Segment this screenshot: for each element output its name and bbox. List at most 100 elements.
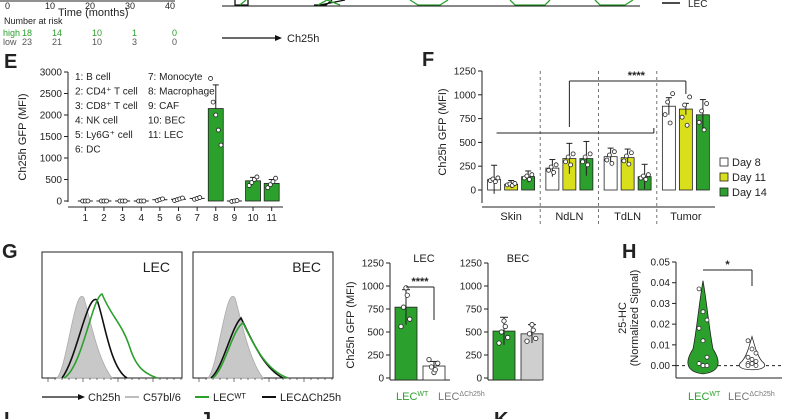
e-x-tick-label: 4: [138, 213, 144, 224]
g-data-point: [524, 338, 530, 344]
h-data-point: [704, 354, 710, 360]
e-x-tick-label: 11: [266, 213, 277, 224]
h-violin-wt: [687, 280, 719, 375]
g-bar-title: LEC: [413, 253, 434, 265]
g-bar-title: BEC: [507, 253, 530, 265]
f-data-point: [645, 172, 651, 178]
g-data-point: [529, 322, 535, 328]
e-data-point: [122, 198, 128, 204]
risk-row-value: 1: [132, 28, 137, 38]
f-data-point: [529, 172, 535, 178]
h-data-point: [696, 286, 702, 292]
g-data-point: [502, 323, 508, 330]
e-data-point: [273, 175, 278, 181]
f-y-tick-label: 1250: [454, 67, 477, 78]
f-significance: ****: [628, 70, 646, 82]
e-data-point: [249, 180, 255, 185]
e-data-point: [104, 198, 109, 204]
panel-label-j: J: [200, 409, 211, 419]
risk-row-value: 0: [172, 37, 177, 47]
g-data-point: [530, 327, 536, 333]
g-bar-y-tick-label: 500: [367, 328, 384, 339]
h-y-tick-label: 0.01: [651, 340, 671, 351]
f-data-point: [512, 181, 518, 186]
f-legend-swatch: [719, 187, 729, 197]
risk-axis-label: Time (months): [58, 7, 129, 19]
f-x-category: Skin: [500, 211, 521, 223]
g-hist-lec-wt: [63, 292, 158, 379]
g-bar-y-tick-label: 0: [476, 374, 482, 385]
e-legend-item: 5: Ly6G⁺ cell: [75, 130, 133, 141]
e-data-point: [213, 112, 219, 118]
h-y-tick-label: 0.03: [651, 299, 671, 310]
h-x-label-wt: LECWT: [688, 391, 721, 403]
top-hist-5: [594, 0, 634, 6]
g-legend-label: LECΔCh25h: [280, 392, 341, 404]
panel-g-histograms: LEC BEC Ch25h C57bl/6 LECᵂᵀ LECΔCh25h: [41, 251, 341, 404]
h-data-point: [700, 338, 706, 344]
h-y-tick-label: 0.04: [651, 278, 671, 289]
f-data-point: [495, 175, 501, 181]
risk-tick-2: 20: [85, 1, 95, 11]
f-legend-label: Day 8: [732, 157, 761, 169]
e-legend-item: 11: LEC: [148, 130, 183, 141]
h-data-point: [745, 363, 751, 368]
h-data-point: [704, 363, 710, 368]
e-data-point: [215, 127, 221, 133]
risk-table: 0 10 20 30 40 Time (months) Number at ri…: [0, 0, 177, 47]
e-x-tick-label: 8: [213, 213, 219, 224]
risk-tick-0: 0: [5, 1, 10, 11]
g-bar-y-tick-label: 1000: [362, 282, 385, 293]
g-bar-y-tick-label: 750: [465, 305, 482, 316]
panel-label-i: I: [4, 409, 10, 419]
risk-row-value: 3: [132, 37, 137, 47]
f-data-point: [701, 127, 707, 133]
e-data-point: [265, 185, 271, 191]
f-data-point: [684, 122, 690, 128]
f-data-point: [628, 150, 634, 156]
g-data-point: [426, 356, 432, 363]
f-data-point: [548, 164, 554, 170]
f-data-point: [551, 170, 557, 175]
top-hist-3: [409, 0, 449, 6]
h-data-point: [704, 317, 710, 323]
panel-label-k: K: [494, 409, 509, 419]
top-hist-1-green: [239, 0, 247, 6]
g-data-point: [501, 318, 507, 324]
e-x-tick-label: 7: [194, 213, 200, 224]
e-y-tick-label: 2000: [40, 111, 63, 122]
f-legend-label: Day 14: [732, 187, 767, 199]
e-legend-item: 3: CD8⁺ T cell: [75, 101, 138, 112]
g-bar-y-tick-label: 250: [367, 351, 384, 362]
top-legend-label: LEC: [688, 0, 707, 10]
g-data-point: [400, 304, 407, 310]
e-x-tick-label: 9: [232, 213, 238, 224]
risk-row-value: 23: [22, 37, 32, 47]
top-histogram-strip: LEC Ch25h: [222, 0, 707, 45]
e-legend-item: 4: NK cell: [75, 116, 118, 127]
top-hist-1: [234, 0, 249, 6]
h-y-tick-label: 0.02: [651, 320, 671, 331]
panel-g-bar-charts: 0 250 500 750 1000 1250 LEC **** 0 250 500 750 1000 1…: [345, 253, 544, 403]
h-data-point: [745, 354, 751, 360]
f-data-point: [582, 154, 588, 160]
e-data-point: [208, 76, 213, 81]
panel-label-e: E: [4, 51, 17, 73]
f-data-point: [704, 101, 710, 106]
g-hist-title: LEC: [143, 259, 170, 275]
e-data-point: [141, 198, 147, 204]
risk-row-value: 14: [52, 28, 62, 38]
f-data-point: [665, 99, 671, 105]
f-data-point: [553, 162, 559, 168]
e-data-point: [254, 174, 260, 180]
f-data-point: [546, 167, 552, 173]
f-y-tick-label: 750: [459, 114, 476, 125]
e-y-label: Ch25h GFP (MFI): [17, 93, 29, 180]
g-data-point: [407, 316, 413, 322]
f-data-point: [640, 173, 646, 179]
h-data-point: [753, 359, 759, 364]
risk-row-value: 10: [92, 28, 102, 38]
panel-label-g: G: [2, 241, 18, 263]
f-data-point: [687, 94, 693, 100]
